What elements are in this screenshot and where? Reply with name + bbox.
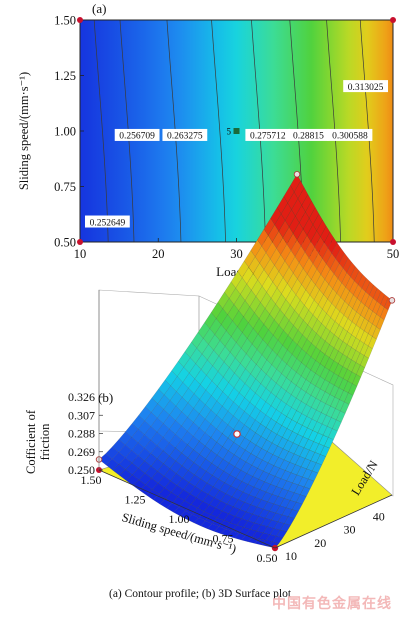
contour-labels: 0.252649 0.256709 0.263275 0.275712 0.28815 0… xyxy=(84,80,389,228)
design-point xyxy=(77,239,83,245)
surface-panel: 0.250 0.269 0.288 0.307 0.326 1.50 1.25 1.00 0.7… xyxy=(24,171,396,565)
speed-tick-label: 1.50 xyxy=(81,473,102,487)
surface-cell xyxy=(296,494,307,505)
design-points: 5 xyxy=(77,17,396,245)
surface-axes: 0.250 0.269 0.288 0.307 0.326 1.50 1.25 1.00 0.7… xyxy=(68,290,393,565)
contour-panel: 10203040500.500.751.001.251.50 0.2526490… xyxy=(17,1,400,279)
x-tick-label: 20 xyxy=(152,247,165,261)
z-axis-title-line1: Cofficient of xyxy=(24,409,38,474)
x-tick-label: 10 xyxy=(74,247,87,261)
contour-label: 0.275712 xyxy=(250,132,286,142)
surface-cell xyxy=(376,316,385,330)
panel-b-label: (b) xyxy=(98,390,113,405)
contour-label-box xyxy=(245,128,291,141)
contour-label-box xyxy=(343,80,389,93)
y-tick-label: 1.50 xyxy=(54,14,76,28)
contour-line xyxy=(166,20,182,242)
surface-cell xyxy=(316,454,326,466)
z-tick-label: 0.307 xyxy=(68,408,95,422)
contour-line xyxy=(326,20,341,242)
speed-tick-label: 1.25 xyxy=(125,493,146,507)
center-point xyxy=(233,128,240,134)
z-tick-label: 0.269 xyxy=(68,445,95,459)
speed-tick-label: 0.75 xyxy=(213,532,234,546)
z-tick-label: 0.250 xyxy=(68,463,95,477)
contour-lines xyxy=(93,20,375,242)
z-tick-label: 0.326 xyxy=(68,390,95,404)
center-point-marker xyxy=(233,430,241,438)
y-tick-label: 0.75 xyxy=(54,180,76,194)
y-tick-label: 0.50 xyxy=(54,236,76,250)
z-axis-title-line2: friction xyxy=(38,423,52,461)
contour-line xyxy=(93,20,109,242)
design-point xyxy=(390,239,396,245)
y-tick-label: 1.25 xyxy=(54,69,76,83)
design-point xyxy=(77,17,83,23)
surface-cell xyxy=(279,523,291,532)
contour-line xyxy=(251,20,266,242)
surface-corner-point xyxy=(388,297,396,304)
load-tick-label: 30 xyxy=(344,523,356,537)
watermark-logo: 中国有色金属在线 xyxy=(272,596,392,612)
load-tick-label: 40 xyxy=(373,509,385,523)
z-tick-label: 0.288 xyxy=(68,427,95,441)
design-point xyxy=(390,17,396,23)
contour-line xyxy=(359,20,375,242)
contour-label: 0.252649 xyxy=(90,218,126,228)
load-tick-label: 20 xyxy=(314,536,326,550)
figure-caption: (a) Contour profile; (b) 3D Surface plot xyxy=(108,588,292,600)
contour-line xyxy=(119,20,135,242)
x-tick-label: 30 xyxy=(230,247,243,261)
surface-cell xyxy=(291,502,303,512)
panel-a-label: (a) xyxy=(92,1,106,16)
contour-label-box xyxy=(288,128,329,141)
contour-line xyxy=(211,20,226,242)
contour-label: 0.263275 xyxy=(167,132,203,142)
speed-tick-label: 0.50 xyxy=(257,551,278,565)
center-point-label: 5 xyxy=(227,127,232,137)
surface-cell xyxy=(340,401,350,414)
surface-cell xyxy=(300,486,311,497)
x-tick-label: 50 xyxy=(387,247,400,261)
y-tick-label: 1.00 xyxy=(54,125,76,139)
contour-label: 0.300588 xyxy=(332,132,368,142)
surface-cell xyxy=(304,478,315,490)
surface-cell xyxy=(271,536,284,544)
surface-cell xyxy=(364,345,373,359)
contour-label-box xyxy=(327,128,373,141)
load-tick-label: 10 xyxy=(285,549,297,563)
contour-label-box xyxy=(162,128,208,141)
speed-tick-label: 1.00 xyxy=(169,512,190,526)
contour-label: 0.28815 xyxy=(293,132,324,142)
contour-label: 0.313025 xyxy=(348,83,384,93)
surface-cell xyxy=(380,307,389,321)
surface-corner-point xyxy=(293,171,301,178)
surface-cell xyxy=(275,529,287,539)
surface-cell xyxy=(287,509,299,519)
contour-label-box xyxy=(114,128,160,141)
contour-label: 0.256709 xyxy=(119,132,155,142)
surface-mesh xyxy=(95,171,396,552)
y-axis-title: Sliding speed/(mm·s⁻¹) xyxy=(17,72,31,190)
contour-label-box xyxy=(84,215,130,228)
